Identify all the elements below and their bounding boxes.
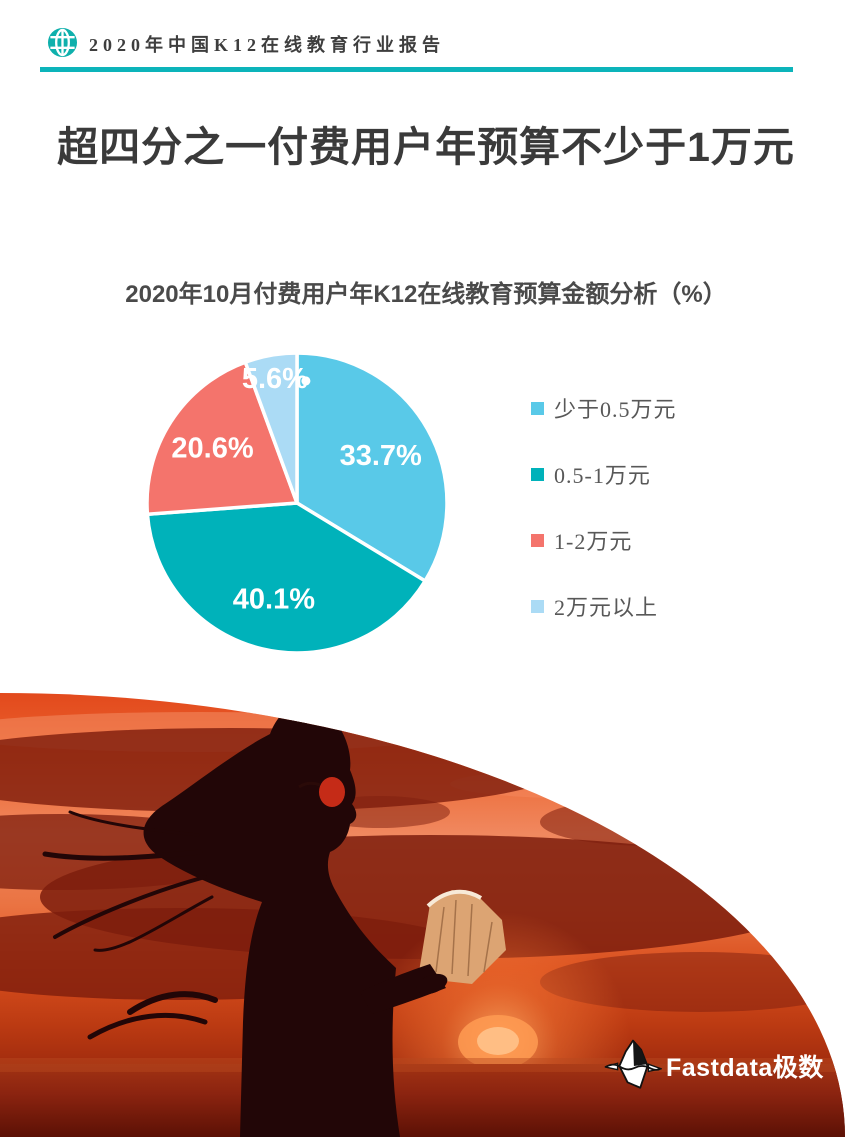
sea [0,1064,845,1137]
woman-silhouette [42,700,448,1137]
pie-slice [145,501,427,655]
sunglasses [298,777,345,807]
label-dot [301,376,311,386]
page-headline: 超四分之一付费用户年预算不少于1万元 [57,124,795,170]
report-title: 2020年中国K12在线教育行业报告 [89,35,445,55]
sunset-photo [0,693,845,1137]
legend-swatch [531,533,544,547]
globe-icon [47,27,78,58]
chart-legend: 少于0.5万元 0.5-1万元 1-2万元 2万元以上 [531,395,677,659]
iceberg-icon [604,1039,662,1089]
brand-name: Fastdata极数 [666,1054,824,1082]
legend-label: 2万元以上 [554,595,659,620]
fastdata-logo: Fastdata极数 [604,1037,824,1095]
pie-slice [243,351,299,505]
pie-slice-label: 20.6% [171,433,253,465]
pie-slice [145,360,299,517]
pie-slice-label: 5.6% [242,363,308,395]
legend-swatch [531,599,544,613]
legend-swatch [531,401,544,415]
legend-label: 1-2万元 [554,529,633,554]
legend-label: 0.5-1万元 [554,463,651,488]
pie-slice-label: 40.1% [233,583,315,615]
legend-item: 少于0.5万元 [531,395,677,422]
sun-core [477,1027,519,1055]
legend-item: 2万元以上 [531,593,677,620]
book [418,889,506,984]
legend-label: 少于0.5万元 [554,397,677,422]
header-accent-rule [40,67,793,72]
pie-slice-label: 33.7% [340,440,422,472]
legend-swatch [531,467,544,481]
legend-item: 1-2万元 [531,527,677,554]
legend-item: 0.5-1万元 [531,461,677,488]
pie-chart: 33.7% 40.1% 20.6% 5.6% [143,349,451,657]
chart-title: 2020年10月付费用户年K12在线教育预算金额分析（%） [125,281,727,308]
